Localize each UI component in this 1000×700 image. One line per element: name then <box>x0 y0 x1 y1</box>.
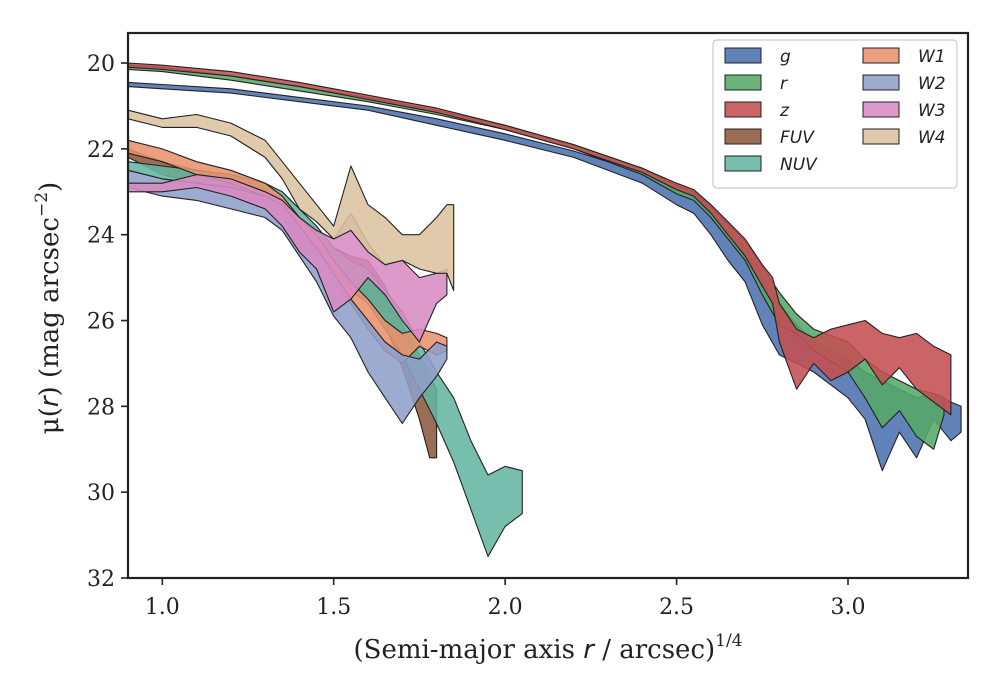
x-tick-label: 1.5 <box>316 595 351 620</box>
legend-swatch-w4 <box>862 128 900 145</box>
y-tick-label: 24 <box>87 224 115 249</box>
x-tick-label: 2.0 <box>488 595 523 620</box>
legend-label-r: r <box>780 74 788 94</box>
y-tick-label: 30 <box>87 481 115 506</box>
y-tick-label: 32 <box>87 567 115 592</box>
y-axis-label: μ(r) (mag arcsec−2) <box>32 182 65 434</box>
legend-label-w3: W3 <box>918 101 946 121</box>
y-tick-label: 26 <box>87 310 115 335</box>
legend: grz FUV NUV W1 W2 W3 W4 <box>712 39 958 189</box>
profile-bands <box>127 62 962 558</box>
legend-label-w2: W2 <box>918 74 946 94</box>
legend-swatch-g <box>724 47 762 64</box>
legend-swatch-w2 <box>862 74 900 91</box>
legend-label-fuv: FUV <box>780 128 815 148</box>
band-z <box>127 62 952 416</box>
x-axis-ticks: 1.0 1.5 2.0 2.5 3.0 <box>145 578 866 620</box>
legend-swatch-z <box>724 101 762 118</box>
x-axis-label: (Semi-major axis r / arcsec)1/4 <box>353 631 742 665</box>
plot-frame <box>126 31 970 580</box>
x-tick-label: 2.5 <box>659 595 694 620</box>
y-tick-label: 28 <box>87 395 115 420</box>
y-tick-label: 22 <box>87 138 115 163</box>
legend-swatch-fuv <box>724 128 762 145</box>
legend-swatch-w1 <box>862 47 900 64</box>
legend-label-g: g <box>780 47 791 67</box>
band-w4 <box>127 109 455 292</box>
legend-label-w4: W4 <box>918 128 946 148</box>
x-tick-label: 1.0 <box>145 595 180 620</box>
legend-label-w1: W1 <box>918 47 946 67</box>
legend-label-nuv: NUV <box>780 155 818 175</box>
x-tick-label: 3.0 <box>831 595 866 620</box>
y-tick-label: 20 <box>87 52 115 77</box>
band-w3 <box>127 174 448 343</box>
legend-swatch-w3 <box>862 101 900 118</box>
legend-swatch-nuv <box>724 155 762 172</box>
legend-label-z: z <box>779 101 790 121</box>
legend-swatch-r <box>724 74 762 91</box>
y-axis-ticks: 20 22 24 26 28 30 32 <box>87 52 128 592</box>
